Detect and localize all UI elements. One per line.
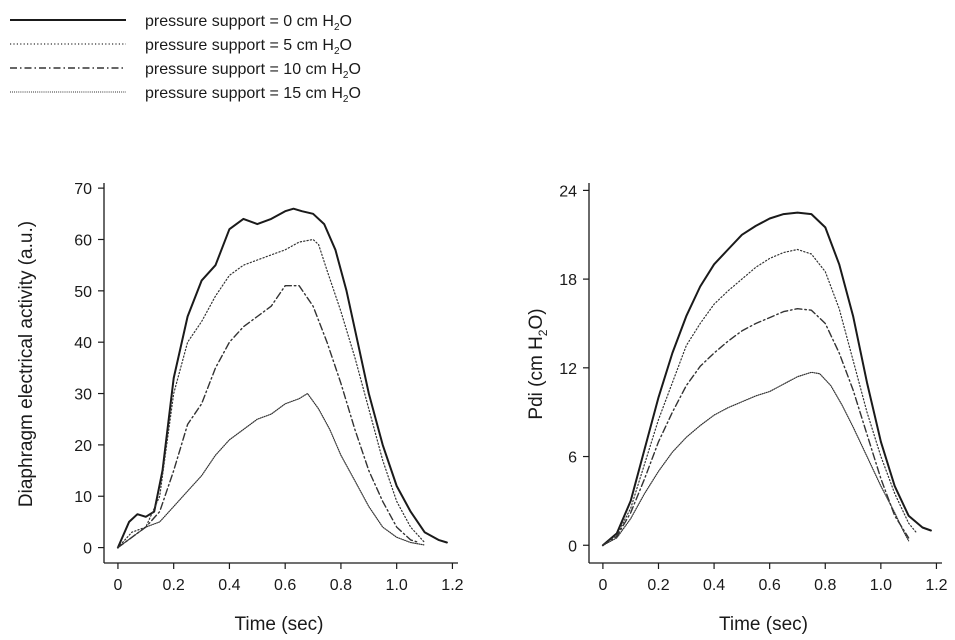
x-tick-label: 0.4 bbox=[218, 577, 240, 594]
x-tick-label: 1.0 bbox=[386, 577, 408, 594]
x-tick-label: 1.2 bbox=[441, 577, 463, 594]
x-tick-label: 0.4 bbox=[703, 577, 725, 594]
y-tick-label: 70 bbox=[74, 181, 92, 198]
y-tick-label: 6 bbox=[568, 450, 577, 467]
x-axis-label: Time (sec) bbox=[234, 614, 323, 635]
legend-label: pressure support = 0 cm H2O bbox=[145, 13, 352, 33]
series-line-dotted bbox=[602, 248, 918, 546]
legend-label: pressure support = 15 cm H2O bbox=[145, 85, 361, 105]
series-line-solid bbox=[116, 207, 448, 549]
x-tick-label: 0.6 bbox=[759, 577, 781, 594]
x-tick-label: 0.6 bbox=[274, 577, 296, 594]
y-tick-label: 0 bbox=[568, 538, 577, 555]
series-line-dotted bbox=[117, 238, 426, 549]
y-tick-label: 20 bbox=[74, 438, 92, 455]
legend-label: pressure support = 5 cm H2O bbox=[145, 37, 352, 57]
y-tick-label: 40 bbox=[74, 335, 92, 352]
y-tick-label: 0 bbox=[83, 541, 92, 558]
y-tick-label: 24 bbox=[559, 183, 577, 200]
series-line-densedot bbox=[117, 392, 426, 549]
chart-pdi: 0 6 12 18 24 0 0.2 0.4 0.6 0.8 1.0 1.2 Time (sec) Pdi… bbox=[526, 183, 948, 635]
chart-diaphragm-activity: 0 10 20 30 40 50 60 70 0 0.2 0.4 0.6 0.8 1.0 1.2 Time (… bbox=[16, 181, 464, 635]
y-tick-label: 50 bbox=[74, 284, 92, 301]
y-tick-label: 18 bbox=[559, 272, 577, 289]
y-tick-label: 12 bbox=[559, 361, 577, 378]
x-tick-label: 0.8 bbox=[330, 577, 352, 594]
y-axis-label: Diaphragm electrical activity (a.u.) bbox=[16, 221, 37, 507]
x-tick-label: 0 bbox=[598, 577, 607, 594]
series-line-densedot bbox=[602, 371, 910, 546]
x-tick-label: 0.8 bbox=[814, 577, 836, 594]
y-tick-label: 60 bbox=[74, 232, 92, 249]
series-line-dashdot bbox=[602, 308, 910, 546]
legend: pressure support = 0 cm H2O pressure supp… bbox=[10, 13, 361, 105]
y-axis-label: Pdi (cm H2O) bbox=[526, 308, 550, 419]
y-tick-label: 10 bbox=[74, 489, 92, 506]
x-tick-label: 1.0 bbox=[870, 577, 892, 594]
x-tick-label: 0.2 bbox=[163, 577, 185, 594]
x-tick-label: 0.2 bbox=[647, 577, 669, 594]
y-tick-label: 30 bbox=[74, 387, 92, 404]
x-axis-label: Time (sec) bbox=[719, 614, 808, 635]
legend-label: pressure support = 10 cm H2O bbox=[145, 61, 361, 81]
series-line-dashdot bbox=[117, 285, 420, 549]
x-tick-label: 1.2 bbox=[925, 577, 947, 594]
x-tick-label: 0 bbox=[113, 577, 122, 594]
series-line-solid bbox=[601, 211, 932, 547]
